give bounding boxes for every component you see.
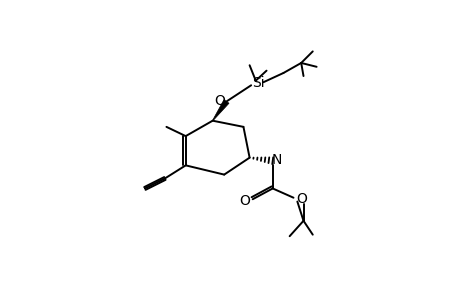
Text: N: N (271, 153, 281, 167)
Polygon shape (212, 100, 229, 121)
Text: O: O (214, 94, 224, 108)
Text: O: O (295, 192, 306, 206)
Text: Si: Si (252, 76, 264, 90)
Text: O: O (239, 194, 250, 208)
